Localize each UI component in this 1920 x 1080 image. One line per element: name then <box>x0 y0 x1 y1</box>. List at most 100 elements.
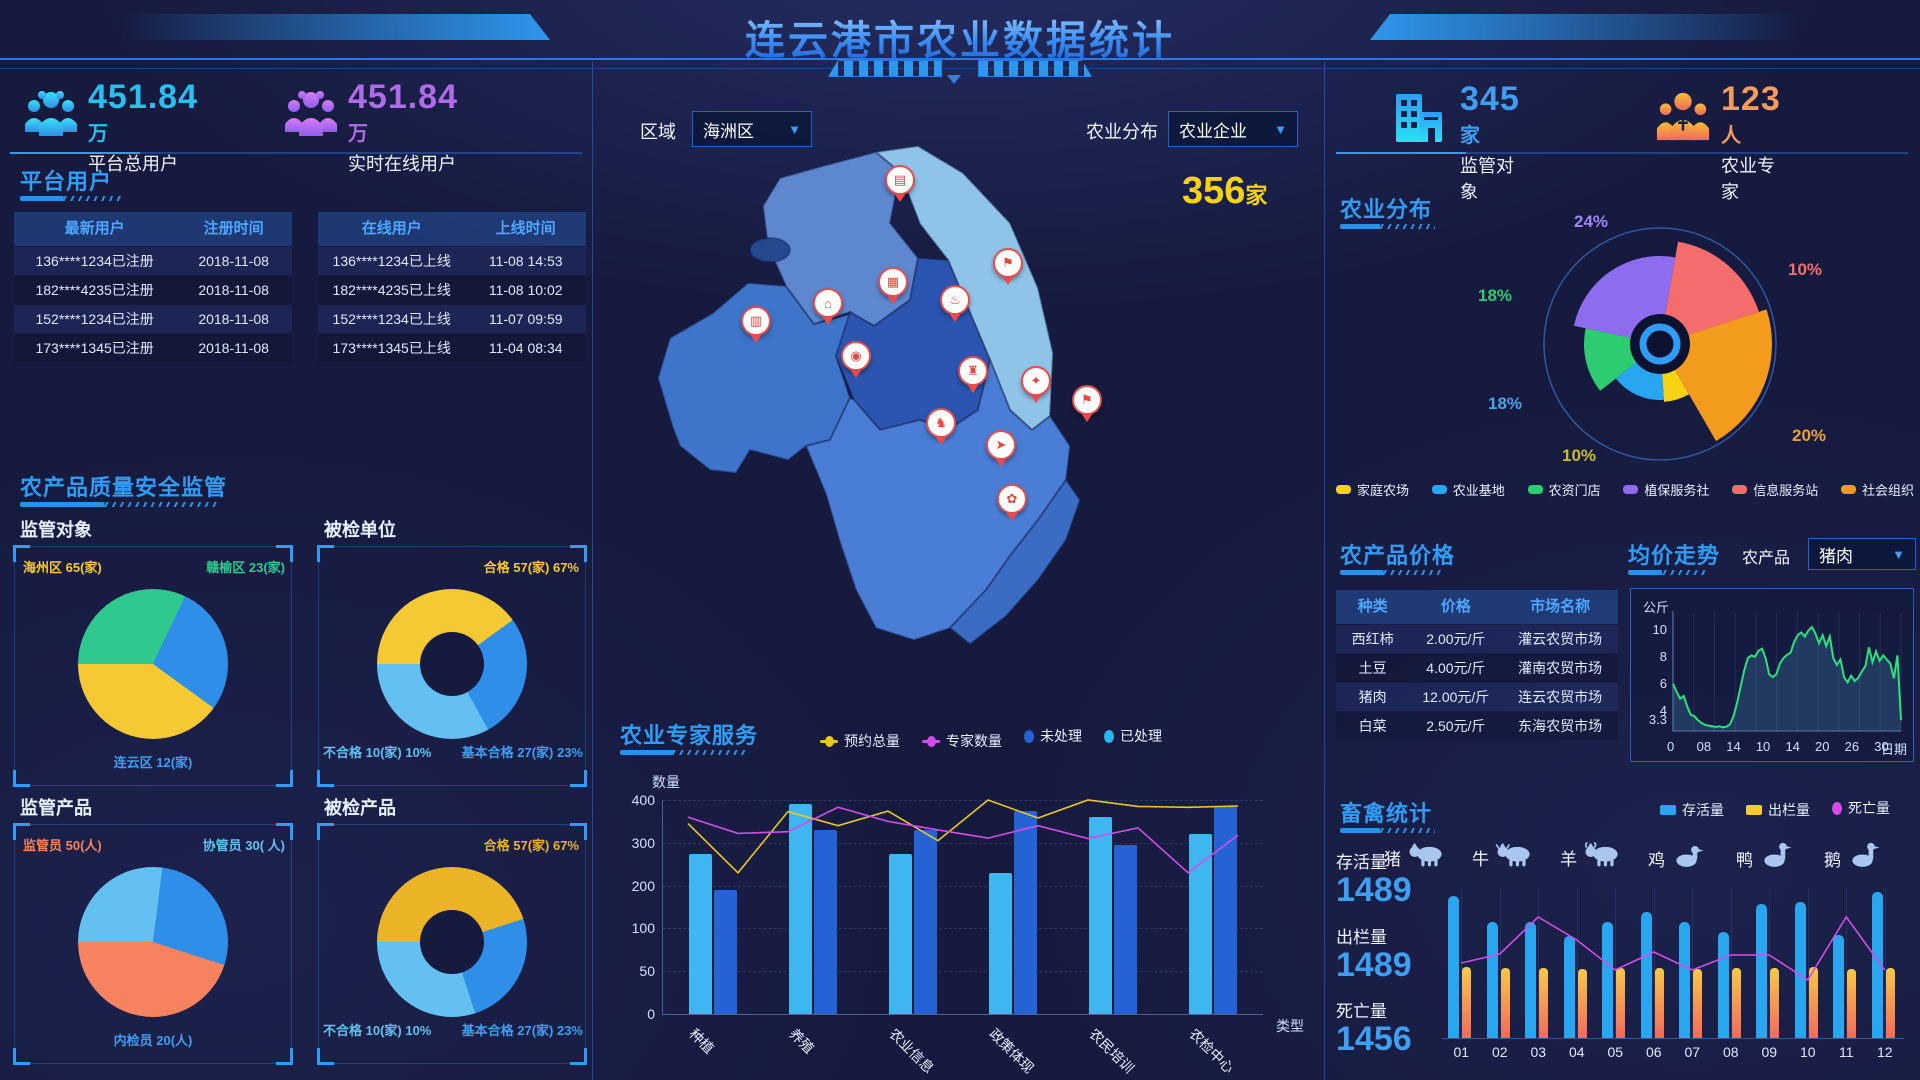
legend-item[interactable]: 已处理 <box>1104 726 1162 746</box>
online-row[interactable]: 152****1234已上线 11-07 09:59 <box>318 305 586 333</box>
legend-item[interactable]: 预约总量 <box>820 731 900 751</box>
x-axis-label: 农民培训 <box>1086 1025 1138 1077</box>
animal-selector-鹅[interactable]: 鹅 <box>1824 842 1881 875</box>
column-header: 价格 <box>1440 598 1471 615</box>
gridline <box>663 800 1263 801</box>
map-marker-pin[interactable]: ➤ <box>986 430 1016 460</box>
map-marker-pin[interactable]: ⌂ <box>813 288 843 318</box>
stat-value: 345 <box>1460 80 1520 118</box>
animal-label: 鸡 <box>1648 851 1665 870</box>
register-row[interactable]: 173****1345已注册 2018-11-08 <box>14 334 292 362</box>
map-marker-pin[interactable]: ▦ <box>878 267 908 297</box>
animal-selector-鸭[interactable]: 鸭 <box>1736 842 1793 875</box>
map-marker-pin[interactable]: ♞ <box>926 408 956 438</box>
pie-slice-label: 赣榆区 23(家) <box>206 560 285 575</box>
quality-chart-subtitle: 被检产品 <box>324 798 396 818</box>
online-row[interactable]: 136****1234已上线 11-08 14:53 <box>318 247 586 275</box>
table-cell: 土豆 <box>1358 660 1387 676</box>
trend-x-tick: 0 <box>1667 739 1675 754</box>
donut-chart <box>377 867 527 1017</box>
dist-select[interactable]: 农业企业 ▼ <box>1168 111 1298 147</box>
map-region-west[interactable] <box>657 282 851 474</box>
pie-chart <box>78 589 228 739</box>
bar-slaughter <box>1693 968 1703 1038</box>
legend-swatch <box>1623 485 1639 494</box>
rose-chart-svg <box>1543 227 1777 461</box>
distribution-legend: 家庭农场 农业基地 农资门店 植保服务社 信息服务站 社会组织 <box>1336 480 1914 499</box>
marker-glyph-icon: ♞ <box>935 415 947 430</box>
legend-item[interactable]: 家庭农场 <box>1336 480 1409 499</box>
divider <box>10 152 582 154</box>
map-marker-pin[interactable]: ▤ <box>885 165 915 195</box>
legend-item[interactable]: 出栏量 <box>1746 800 1810 820</box>
corner-decoration <box>13 770 30 787</box>
map-marker-pin[interactable]: ✿ <box>997 484 1027 514</box>
month-label: 02 <box>1491 1044 1508 1060</box>
column-header: 上线时间 <box>495 220 556 237</box>
column-header: 最新用户 <box>64 220 125 237</box>
region-select-label: 区域 <box>640 122 676 142</box>
register-row[interactable]: 152****1234已注册 2018-11-08 <box>14 305 292 333</box>
bar-unprocessed <box>1114 844 1137 1014</box>
bar-survive <box>1563 936 1575 1038</box>
map-marker-pin[interactable]: ▥ <box>741 306 771 336</box>
bar-unprocessed <box>914 829 937 1014</box>
map-marker-pin[interactable]: ✦ <box>1021 366 1051 396</box>
table-cell: 2.00元/斤 <box>1426 631 1486 647</box>
register-row[interactable]: 136****1234已注册 2018-11-08 <box>14 247 292 275</box>
map-marker-pin[interactable]: ♨ <box>940 285 970 315</box>
legend-item[interactable]: 未处理 <box>1024 726 1082 746</box>
table-cell: 白菜 <box>1358 718 1387 734</box>
price-row[interactable]: 土豆 4.00元/斤 灌南农贸市场 <box>1336 654 1618 682</box>
online-row[interactable]: 182****4235已上线 11-08 10:02 <box>318 276 586 304</box>
table-cell: 152****1234已上线 <box>332 311 451 327</box>
price-row[interactable]: 白菜 2.50元/斤 东海农贸市场 <box>1336 712 1618 740</box>
distribution-rose-chart: 24% 10% 20% 10% 18% 18% <box>1470 212 1850 472</box>
legend-item[interactable]: 信息服务站 <box>1732 480 1818 499</box>
animal-selector-牛[interactable]: 牛 <box>1472 842 1535 873</box>
animal-selector-猪[interactable]: 猪 <box>1384 842 1447 873</box>
legend-swatch <box>1336 485 1351 494</box>
legend-item[interactable]: 农业基地 <box>1431 480 1505 499</box>
table-cell: 西红柿 <box>1351 631 1394 647</box>
bar-slaughter <box>1539 967 1549 1038</box>
legend-item[interactable]: 死亡量 <box>1832 798 1890 818</box>
map-marker-pin[interactable]: ⚑ <box>993 248 1023 278</box>
legend-item[interactable]: 存活量 <box>1660 800 1724 820</box>
table-cell: 12.00元/斤 <box>1422 689 1490 705</box>
region-map: ▤ ⚑ ▦ ♨ ⌂ ▥ ◉ ♜ ✦ ⚑ ♞ ➤ ✿ <box>618 128 1318 698</box>
quality-chart-subtitle: 监管对象 <box>20 520 92 540</box>
bar-survive <box>1794 902 1806 1038</box>
legend-dot <box>825 735 834 747</box>
month-label: 07 <box>1684 1044 1701 1060</box>
region-select[interactable]: 海洲区 ▼ <box>692 111 812 147</box>
legend-item[interactable]: 专家数量 <box>922 731 1002 751</box>
animal-selector-羊[interactable]: 羊 <box>1560 842 1623 873</box>
x-axis-label: 政策体现 <box>986 1025 1038 1077</box>
trend-y-tick: 10 <box>1652 621 1667 637</box>
pie-slice-label: 合格 57(家) 67% <box>483 560 579 575</box>
livestock-legend: 存活量 出栏量 死亡量 <box>1660 798 1912 820</box>
gridline <box>663 842 1263 844</box>
online-row[interactable]: 173****1345已上线 11-04 08:34 <box>318 334 586 362</box>
map-region-southeast[interactable] <box>949 479 1081 645</box>
legend-item[interactable]: 社会组织 <box>1840 480 1914 499</box>
price-row[interactable]: 西红柿 2.00元/斤 灌云农贸市场 <box>1336 625 1618 653</box>
bar-processed <box>689 853 712 1014</box>
chicken-icon <box>1671 842 1705 875</box>
price-row[interactable]: 猪肉 12.00元/斤 连云农贸市场 <box>1336 683 1618 711</box>
map-marker-pin[interactable]: ♜ <box>958 356 988 386</box>
animal-selector-鸡[interactable]: 鸡 <box>1648 842 1705 875</box>
register-row[interactable]: 182****4235已注册 2018-11-08 <box>14 276 292 304</box>
legend-item[interactable]: 农资门店 <box>1527 480 1601 499</box>
trend-y-tick: 3.3 <box>1648 712 1667 728</box>
series-line <box>687 799 1239 874</box>
map-marker-pin[interactable]: ◉ <box>841 341 871 371</box>
livestock-gridline <box>1615 888 1617 1038</box>
trend-product-select[interactable]: 猪肉 ▼ <box>1808 538 1916 570</box>
trend-x-tick: 20 <box>1815 739 1830 754</box>
legend-item[interactable]: 植保服务社 <box>1623 480 1709 499</box>
column-header: 种类 <box>1357 598 1388 615</box>
rose-slice-信息服务站[interactable] <box>1660 241 1759 344</box>
map-marker-pin[interactable]: ⚑ <box>1072 385 1102 415</box>
